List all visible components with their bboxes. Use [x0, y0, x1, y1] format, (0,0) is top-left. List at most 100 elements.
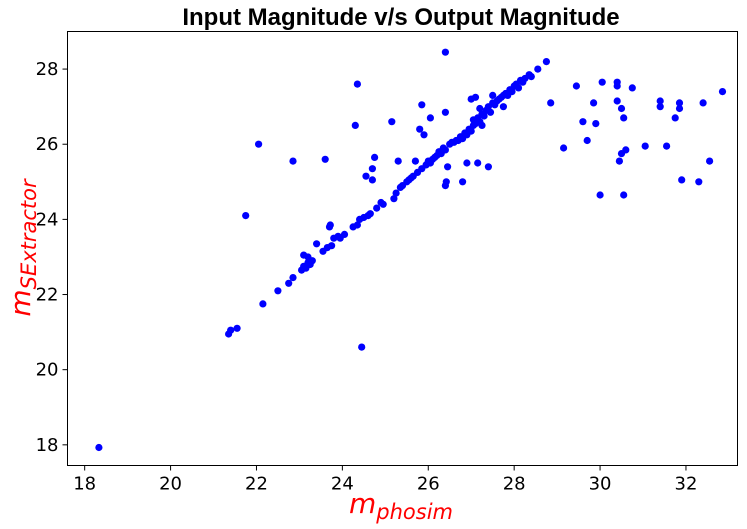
data-point — [590, 99, 598, 107]
x-tick-label: 20 — [159, 474, 182, 495]
data-point — [620, 114, 628, 122]
data-point — [420, 131, 428, 139]
data-point — [242, 212, 250, 220]
data-point — [484, 163, 492, 171]
data-point — [289, 274, 297, 282]
data-point — [514, 84, 523, 92]
data-point — [463, 159, 471, 167]
x-tick-label: 22 — [245, 474, 268, 495]
data-point — [392, 189, 400, 197]
data-point — [259, 300, 267, 308]
data-points — [95, 48, 727, 452]
data-point — [441, 108, 449, 116]
data-point — [480, 112, 488, 120]
data-point — [390, 195, 398, 203]
data-point — [527, 73, 535, 81]
data-point — [718, 88, 727, 96]
data-point — [368, 176, 376, 184]
x-tick-label: 26 — [417, 474, 440, 495]
data-point — [353, 80, 361, 88]
data-point — [675, 104, 684, 113]
data-point — [560, 144, 568, 152]
data-point — [572, 82, 581, 90]
data-point — [542, 58, 551, 66]
y-tick-label: 28 — [36, 59, 59, 80]
data-point — [313, 240, 321, 248]
data-point — [274, 287, 282, 295]
data-point — [508, 88, 516, 96]
data-point — [351, 121, 359, 129]
x-tick-label: 24 — [331, 474, 354, 495]
x-tick-label: 28 — [503, 474, 526, 495]
plot-frame — [67, 31, 738, 466]
data-point — [613, 97, 621, 105]
y-tick-label: 18 — [36, 435, 59, 456]
data-point — [579, 118, 587, 126]
y-axis-label-group: mSExtractor — [4, 178, 41, 317]
y-tick-label: 20 — [36, 360, 59, 381]
data-point — [426, 114, 434, 122]
data-point — [671, 114, 679, 122]
x-axis-label: mphosim — [349, 487, 453, 524]
data-point — [388, 118, 396, 126]
y-tick-label: 26 — [36, 134, 59, 155]
data-point — [227, 326, 235, 334]
x-axis: 18 20 22 24 26 28 30 32 — [73, 465, 697, 495]
data-point — [678, 176, 686, 184]
data-point — [478, 121, 486, 129]
data-point — [411, 157, 419, 165]
data-point — [358, 343, 366, 351]
y-axis-label-sub: SExtractor — [17, 178, 41, 289]
data-point — [598, 78, 606, 86]
y-axis: 18 20 22 24 26 28 — [36, 59, 68, 456]
data-point — [499, 103, 507, 111]
data-point — [418, 101, 426, 109]
data-point — [373, 204, 381, 212]
x-axis-label-sub: phosim — [375, 500, 453, 524]
data-point — [695, 178, 703, 186]
data-point — [394, 157, 402, 165]
data-point — [95, 443, 103, 452]
data-point — [289, 157, 297, 165]
data-point — [547, 99, 555, 107]
data-point — [474, 159, 482, 167]
data-point — [368, 165, 376, 173]
data-point — [308, 257, 316, 265]
data-point — [486, 108, 495, 116]
data-point — [444, 163, 452, 171]
data-point — [362, 172, 370, 180]
data-point — [534, 65, 542, 73]
x-tick-label: 30 — [589, 474, 612, 495]
data-point — [656, 103, 664, 111]
data-point — [675, 99, 684, 107]
data-point — [476, 104, 484, 113]
data-point — [353, 221, 361, 229]
data-point — [471, 93, 480, 101]
x-axis-label-main: m — [349, 487, 376, 520]
data-point — [321, 155, 329, 163]
data-point — [620, 191, 628, 199]
x-tick-label: 18 — [73, 474, 96, 495]
data-point — [467, 127, 475, 135]
data-point — [489, 91, 497, 99]
data-point — [641, 142, 649, 150]
y-axis-label-main: m — [4, 289, 37, 316]
data-point — [628, 84, 636, 92]
data-point — [340, 230, 349, 238]
data-point — [706, 157, 714, 165]
data-point — [328, 242, 336, 250]
y-tick-label: 24 — [36, 209, 59, 230]
data-point — [371, 153, 379, 161]
y-tick-label: 22 — [36, 285, 59, 306]
data-point — [366, 210, 374, 218]
data-point — [233, 324, 241, 332]
data-point — [592, 120, 600, 128]
data-point — [441, 146, 449, 154]
data-point — [459, 178, 467, 186]
chart-title: Input Magnitude v/s Output Magnitude — [182, 4, 619, 31]
data-point — [663, 142, 671, 150]
data-point — [615, 157, 624, 165]
data-point — [617, 104, 626, 113]
data-point — [285, 279, 293, 287]
